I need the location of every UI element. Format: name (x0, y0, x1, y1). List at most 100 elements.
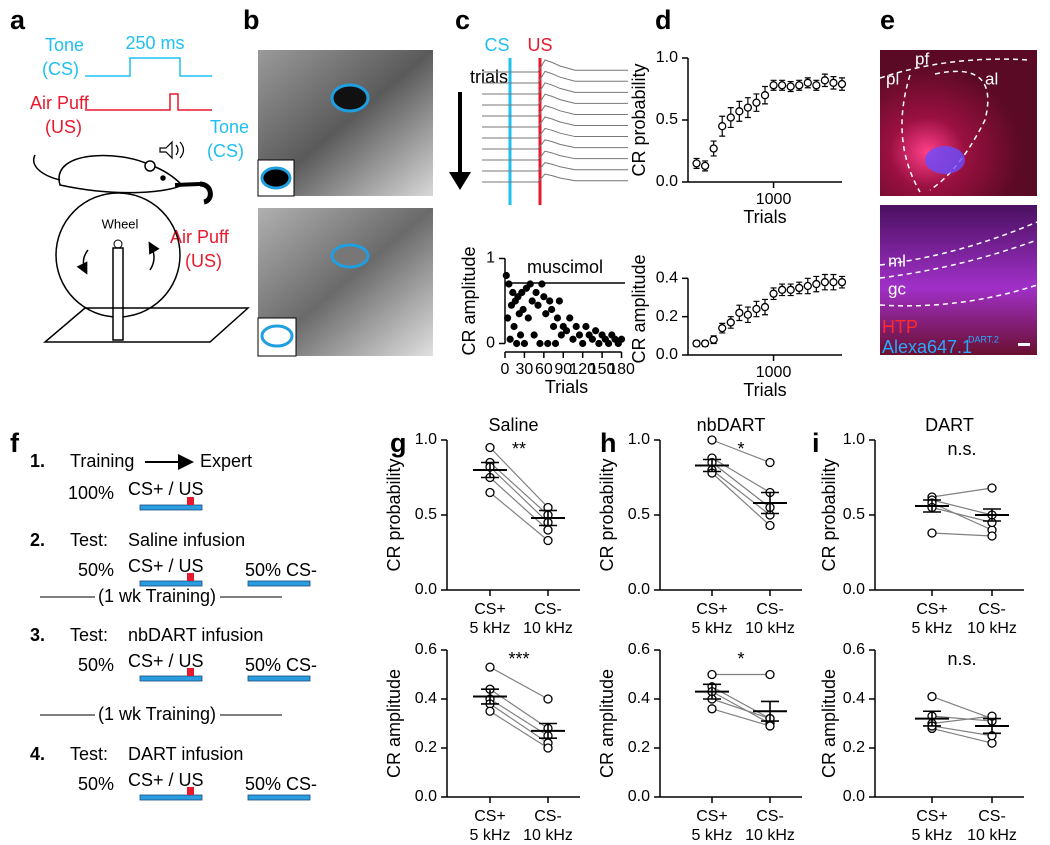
panel-label: c (455, 5, 470, 35)
point (562, 327, 571, 335)
point (795, 81, 804, 90)
subject-line (489, 462, 549, 516)
point (752, 304, 761, 314)
label: Wheel (102, 216, 139, 231)
point (709, 335, 718, 344)
trial-bar (247, 580, 311, 587)
trace (482, 173, 628, 183)
trace (482, 70, 628, 84)
x-tick-sublabel: 5 kHz (470, 827, 511, 844)
arrow-head (449, 172, 471, 190)
point (837, 79, 847, 89)
x-tick-label: CS+ (474, 808, 506, 825)
point (604, 339, 613, 348)
y-axis-label: CR amplitude (597, 669, 617, 778)
point (829, 78, 838, 87)
sem-bar (703, 683, 721, 700)
point (502, 271, 510, 280)
trace (482, 127, 628, 139)
panel-label: b (243, 5, 260, 35)
scale-bar (1018, 343, 1030, 346)
point (820, 278, 830, 287)
point (579, 339, 587, 348)
label: ml (888, 251, 906, 270)
subject-point (987, 483, 997, 493)
y-tick-label: 0.6 (843, 641, 865, 658)
x-axis-label: Trials (743, 207, 786, 227)
puff-mark (187, 668, 194, 676)
x-tick-label: 60 (535, 361, 553, 378)
significance: * (737, 649, 744, 669)
subject-line (931, 506, 993, 524)
sem-bar (761, 700, 779, 722)
y-axis-label: CR probability (629, 63, 649, 176)
label: Tone (45, 35, 84, 55)
trial-bar (139, 794, 203, 801)
trial-bar (139, 580, 203, 587)
y-tick-label: 0.0 (628, 788, 650, 805)
panel-label: h (600, 428, 617, 458)
panel-c: c CS US trials muscimol (449, 5, 628, 284)
y-tick-label: 0.2 (415, 739, 437, 756)
subject-point (485, 706, 495, 716)
significance: ** (512, 439, 526, 459)
significance: *** (508, 649, 529, 669)
inset-roi (260, 324, 294, 348)
label: (CS) (207, 141, 244, 161)
sem-bar (923, 499, 941, 513)
subject-line (489, 492, 549, 541)
x-tick-label: 120 (569, 361, 596, 378)
step-text: Expert (200, 451, 252, 471)
sem-bar (923, 710, 941, 727)
subject-point (765, 457, 775, 468)
label: pf (915, 49, 929, 68)
point (812, 81, 821, 90)
percent: 50% (78, 560, 114, 580)
subject-line (489, 703, 549, 744)
label: US (527, 35, 552, 55)
panel-label: i (812, 428, 820, 458)
point (692, 159, 701, 168)
y-tick-label: 0.5 (415, 506, 437, 523)
subject-line (931, 725, 993, 737)
step-text: Training (70, 451, 134, 471)
point (551, 339, 560, 348)
trial-type: 50% CS- (245, 655, 317, 675)
legend-label: Alexa647.1 (882, 337, 972, 357)
y-tick-label: 0.0 (843, 581, 865, 598)
y-tick-label: 0.2 (843, 739, 865, 756)
point (760, 91, 770, 100)
subject-line (931, 715, 993, 725)
y-tick-label: 1.0 (656, 49, 678, 66)
y-tick-label: 0.0 (843, 788, 865, 805)
significance: n.s. (947, 439, 976, 459)
point (540, 293, 548, 301)
x-tick-label: CS+ (474, 601, 506, 618)
subject-point (765, 520, 775, 531)
point (777, 81, 787, 90)
y-tick-label: 0 (486, 335, 495, 352)
x-tick-label: 0 (501, 361, 510, 378)
x-tick-label: CS- (978, 808, 1006, 825)
step-number: 2. (30, 530, 45, 550)
x-tick-label: CS- (534, 808, 562, 825)
point (532, 288, 540, 297)
arrow (76, 249, 89, 275)
y-tick-label: 0.4 (628, 690, 650, 707)
panel-b: b (243, 5, 433, 357)
y-tick-label: 1.0 (843, 431, 865, 448)
panel-label: d (655, 5, 672, 35)
point (548, 305, 556, 314)
x-tick-sublabel: 5 kHz (470, 620, 511, 637)
point (786, 82, 795, 91)
trial-type: CS+ / US (128, 479, 204, 499)
chart: 0.0 0.5 1.0CR probability DART CS+ 5 kHz CS- 10… (819, 415, 1024, 637)
step-text: nbDART infusion (128, 625, 263, 645)
x-axis-label: Trials (743, 380, 786, 400)
subject-line (489, 710, 549, 749)
inset-roi (260, 166, 292, 190)
y-tick-label: 0.0 (415, 581, 437, 598)
